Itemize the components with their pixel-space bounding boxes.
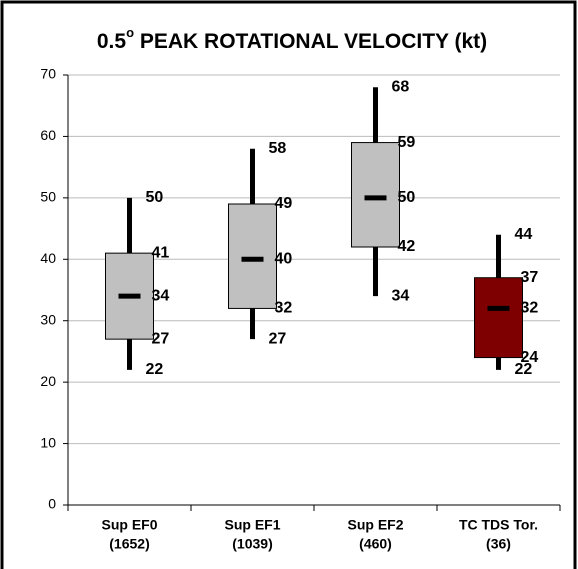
data-label: 34 xyxy=(152,287,170,304)
box xyxy=(228,203,277,309)
data-label: 32 xyxy=(521,300,539,317)
x-sample-size: (1039) xyxy=(232,536,272,552)
data-label: 22 xyxy=(146,361,164,378)
x-tick-label: TC TDS Tor. xyxy=(459,517,538,533)
data-label: 27 xyxy=(152,330,170,347)
data-label: 42 xyxy=(398,238,416,255)
y-tick-label: 0 xyxy=(48,496,56,512)
title-sup: o xyxy=(126,25,134,40)
data-label: 41 xyxy=(152,244,170,261)
box xyxy=(474,277,523,359)
chart-title: 0.5o PEAK ROTATIONAL VELOCITY (kt) xyxy=(97,25,487,52)
y-tick-label: 10 xyxy=(40,434,56,450)
data-label: 37 xyxy=(521,269,539,286)
y-tick-label: 30 xyxy=(40,311,56,327)
title-rest: PEAK ROTATIONAL VELOCITY (kt) xyxy=(134,30,487,53)
data-label: 44 xyxy=(515,226,533,243)
x-tick-label: Sup EF0 xyxy=(101,517,157,533)
x-sample-size: (460) xyxy=(359,536,392,552)
y-tick-label: 70 xyxy=(40,66,56,82)
data-label: 59 xyxy=(398,134,416,151)
x-sample-size: (1652) xyxy=(109,536,149,552)
data-label: 24 xyxy=(521,349,539,366)
data-label: 68 xyxy=(392,79,410,96)
data-label: 50 xyxy=(398,189,416,206)
x-tick-label: Sup EF1 xyxy=(224,517,280,533)
data-label: 32 xyxy=(275,300,293,317)
y-tick-label: 40 xyxy=(40,250,56,266)
y-tick-label: 50 xyxy=(40,189,56,205)
title-main: 0.5 xyxy=(97,30,127,53)
box xyxy=(351,142,400,248)
x-tick-label: Sup EF2 xyxy=(347,517,403,533)
data-label: 40 xyxy=(275,251,293,268)
data-label: 34 xyxy=(392,287,410,304)
y-tick-label: 20 xyxy=(40,373,56,389)
data-label: 27 xyxy=(269,330,287,347)
data-label: 58 xyxy=(269,140,287,157)
data-label: 22 xyxy=(515,361,533,378)
x-sample-size: (36) xyxy=(486,536,511,552)
data-label: 50 xyxy=(146,189,164,206)
data-label: 49 xyxy=(275,195,293,212)
y-tick-label: 60 xyxy=(40,127,56,143)
